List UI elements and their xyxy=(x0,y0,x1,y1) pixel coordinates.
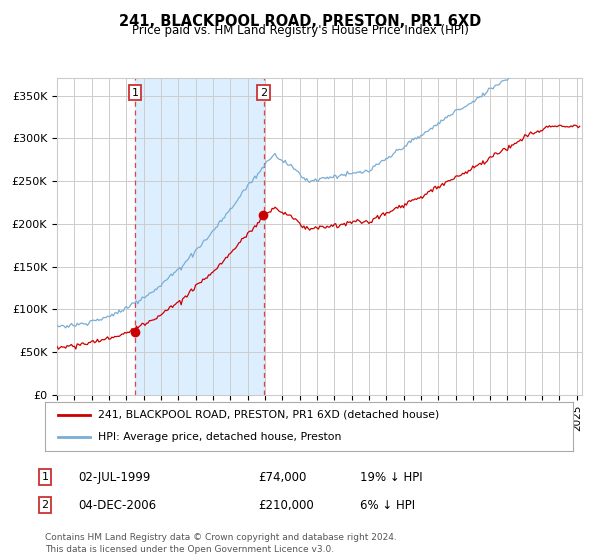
Text: 2: 2 xyxy=(260,87,267,97)
Text: 19% ↓ HPI: 19% ↓ HPI xyxy=(360,470,422,484)
Text: £74,000: £74,000 xyxy=(258,470,307,484)
Text: Price paid vs. HM Land Registry's House Price Index (HPI): Price paid vs. HM Land Registry's House … xyxy=(131,24,469,37)
Text: £210,000: £210,000 xyxy=(258,498,314,512)
Text: 1: 1 xyxy=(41,472,49,482)
Text: 02-JUL-1999: 02-JUL-1999 xyxy=(78,470,151,484)
Text: 2: 2 xyxy=(41,500,49,510)
Text: Contains HM Land Registry data © Crown copyright and database right 2024.
This d: Contains HM Land Registry data © Crown c… xyxy=(45,533,397,554)
Text: 04-DEC-2006: 04-DEC-2006 xyxy=(78,498,156,512)
Text: 241, BLACKPOOL ROAD, PRESTON, PR1 6XD (detached house): 241, BLACKPOOL ROAD, PRESTON, PR1 6XD (d… xyxy=(98,410,439,420)
Text: 6% ↓ HPI: 6% ↓ HPI xyxy=(360,498,415,512)
Bar xyxy=(135,78,263,395)
Text: 1: 1 xyxy=(131,87,139,97)
Text: HPI: Average price, detached house, Preston: HPI: Average price, detached house, Pres… xyxy=(98,432,341,442)
Text: 241, BLACKPOOL ROAD, PRESTON, PR1 6XD: 241, BLACKPOOL ROAD, PRESTON, PR1 6XD xyxy=(119,14,481,29)
